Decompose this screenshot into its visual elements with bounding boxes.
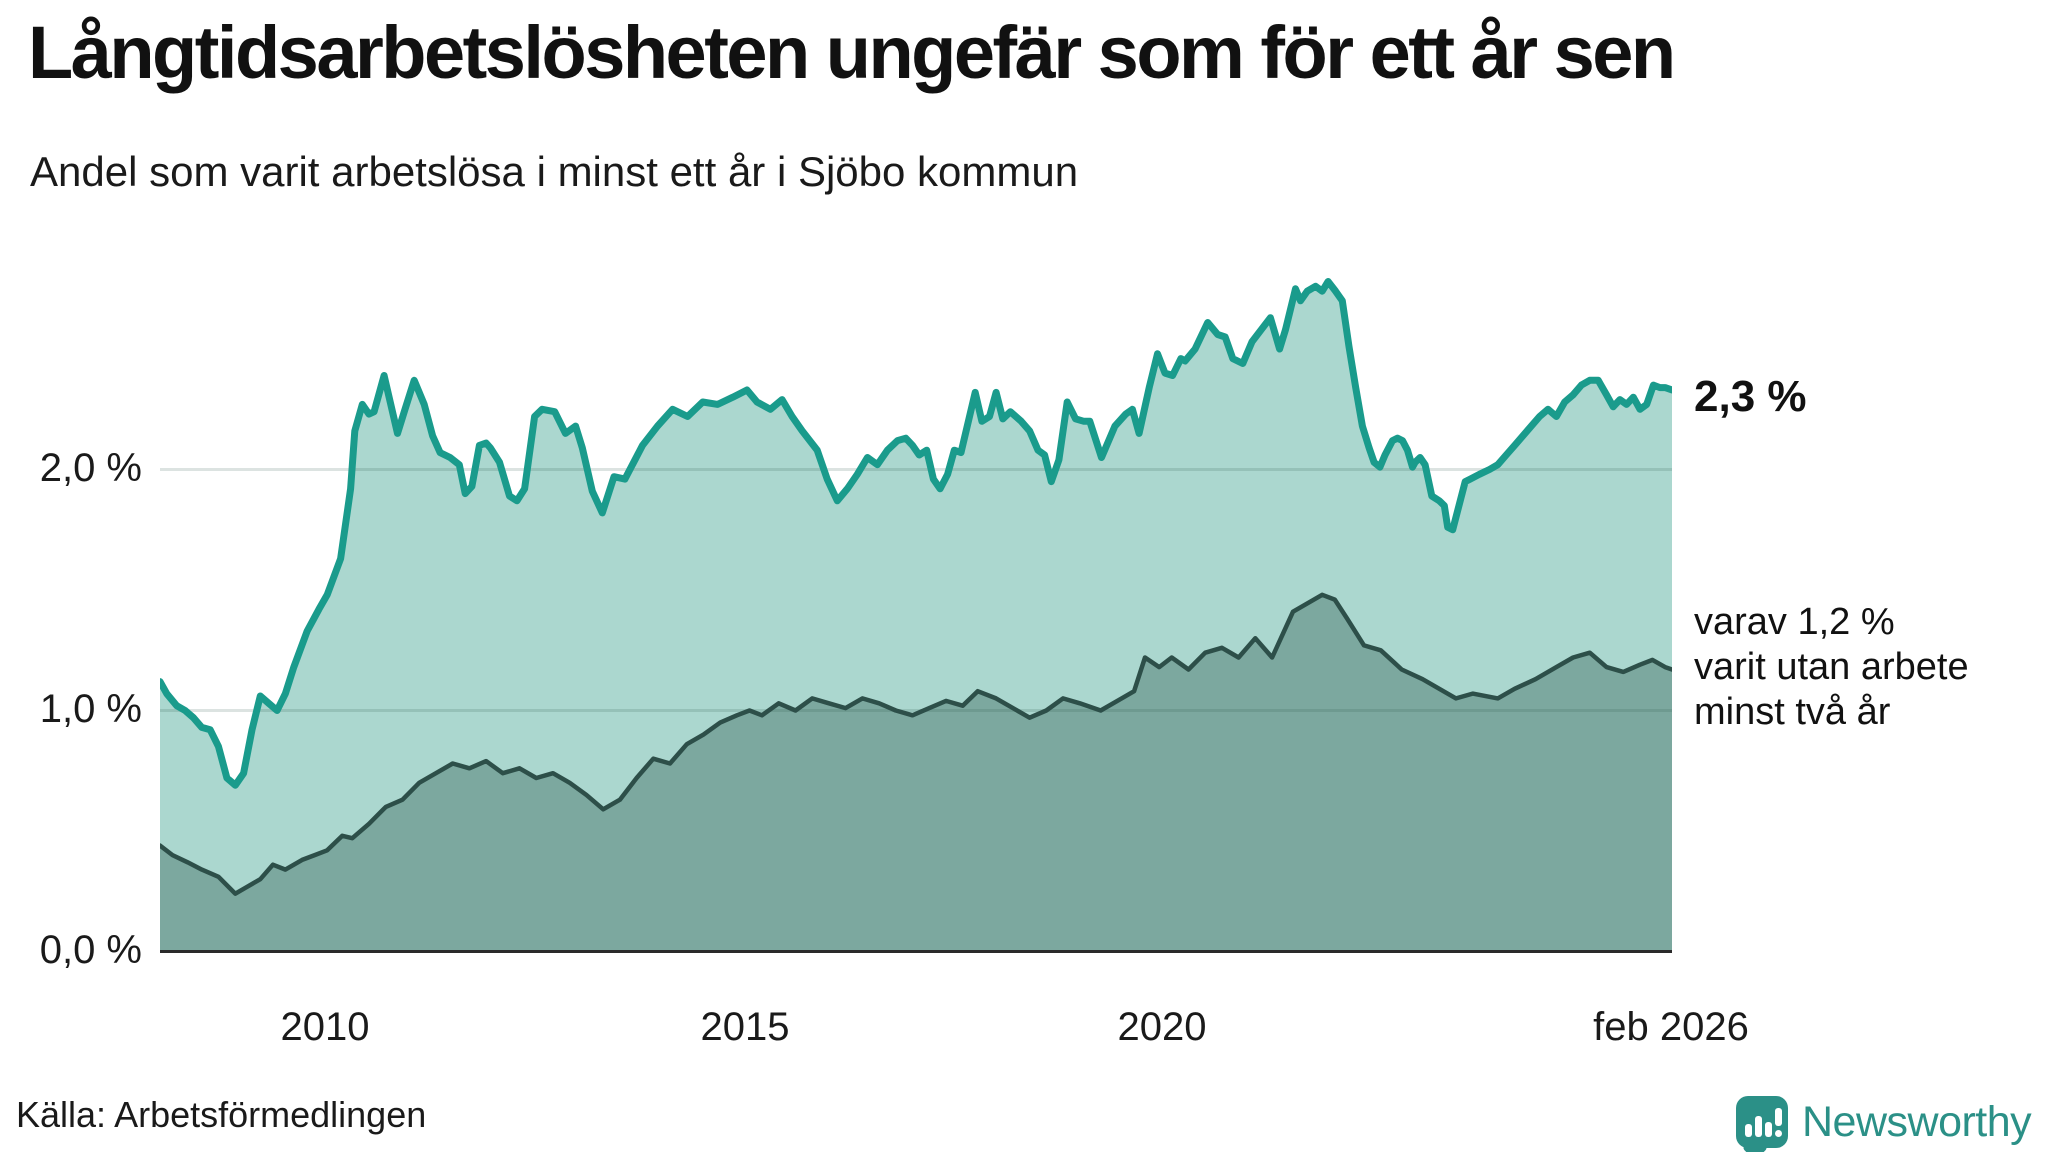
x-tick-feb-2026: feb 2026 [1593,1005,1749,1049]
newsworthy-logo: Newsworthy [1736,1092,2032,1152]
two-year-annotation-line1: varav 1,2 % [1694,601,1895,643]
latest-total-label: 2,3 % [1694,372,1807,421]
logo-exclamation-icon [1775,1108,1782,1126]
logo-bar-icon [1755,1116,1762,1137]
logo-bar-icon [1745,1124,1752,1137]
two-year-annotation-line2: varit utan arbete [1694,645,1969,688]
page-subtitle: Andel som varit arbetslösa i minst ett å… [30,148,1079,195]
y-tick-0: 0,0 % [39,928,142,972]
logo-bar-icon [1765,1122,1772,1137]
x-tick-2015: 2015 [700,1005,790,1049]
x-tick-2010: 2010 [280,1005,370,1049]
newsworthy-logo-icon [1736,1096,1788,1148]
x-tick-2020: 2020 [1117,1005,1207,1049]
source-credit: Källa: Arbetsförmedlingen [16,1094,427,1135]
y-tick-1: 1,0 % [39,687,142,731]
page-title: Långtidsarbetslösheten ungefär som för e… [28,11,1676,94]
two-year-annotation-line3: minst två år [1694,690,1891,733]
newsworthy-wordmark: Newsworthy [1802,1097,2032,1146]
logo-exclamation-dot-icon [1775,1130,1782,1137]
two-year-annotation: varav 1,2 % varit utan arbete minst två … [1694,600,1969,734]
area-chart [160,278,1672,953]
y-tick-2: 2,0 % [39,446,142,490]
